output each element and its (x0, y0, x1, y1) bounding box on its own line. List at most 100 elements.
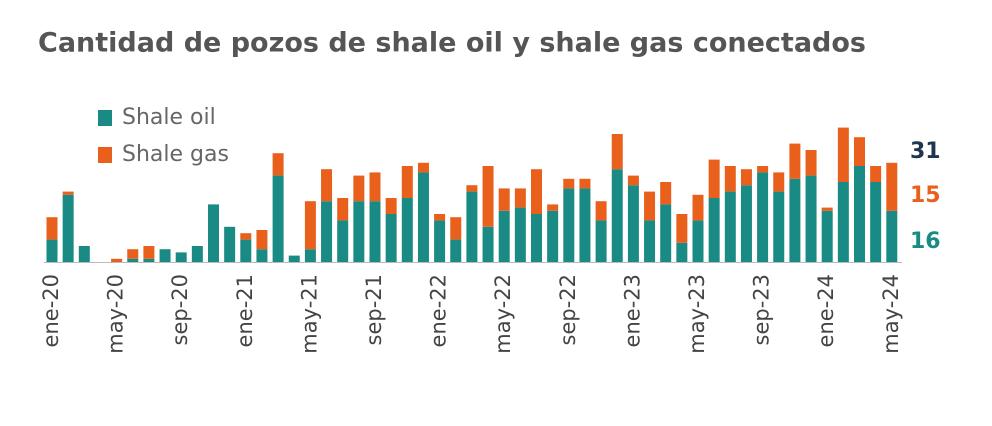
bar-segment (692, 220, 704, 262)
bar-segment (692, 194, 704, 221)
x-tick-label: sep-23 (750, 274, 774, 346)
bar-segment (660, 182, 672, 205)
x-tick-label: may-21 (297, 274, 321, 354)
bar-segment (740, 185, 752, 262)
bar-segment (805, 175, 817, 262)
bar-segment (46, 239, 58, 262)
x-tick-label: may-24 (879, 274, 903, 354)
bar-segment (46, 217, 58, 240)
bar-segment (708, 198, 720, 262)
bar-segment (450, 217, 462, 240)
bar-segment (870, 166, 882, 182)
total-label: 31 (910, 139, 941, 164)
bar-segment (789, 143, 801, 179)
bar-segment (385, 198, 397, 214)
bar-segment (353, 201, 365, 262)
bar-segment (740, 169, 752, 186)
bar-segment (240, 239, 252, 262)
x-tick-label: sep-21 (362, 274, 386, 346)
x-tick-label: may-23 (685, 274, 709, 354)
bar-segment (805, 150, 817, 176)
bar-segment (191, 246, 203, 262)
bar-segment (256, 230, 268, 250)
bar-segment (401, 198, 413, 262)
x-tick-label: sep-22 (556, 274, 580, 346)
bar-segment (111, 258, 123, 262)
bar-segment (789, 178, 801, 262)
bar-segment (127, 258, 139, 262)
x-tick-label: sep-20 (168, 274, 192, 346)
bar-segment (62, 191, 74, 195)
bar-segment (304, 249, 316, 262)
bar-segment (676, 242, 688, 262)
bar-segment (482, 166, 494, 227)
bar-segment (724, 166, 736, 192)
x-tick-label: ene-21 (233, 274, 257, 347)
bar-segment (773, 191, 785, 262)
bar-segment (417, 162, 429, 173)
legend-label: Shale gas (122, 142, 229, 167)
bar-segment (854, 137, 865, 166)
bar-segment (886, 210, 898, 262)
end-label: 16 (910, 229, 941, 254)
bar-segment (579, 188, 591, 262)
bar-segment (886, 162, 898, 211)
bar-segment (724, 191, 736, 262)
bar-segment (159, 249, 171, 262)
bar-segment (676, 214, 688, 243)
x-tick-label: may-20 (104, 274, 128, 354)
bar-segment (353, 175, 365, 202)
bar-segment (208, 204, 219, 262)
bar-segment (757, 172, 769, 262)
bar-segment (870, 182, 882, 262)
chart-title: Cantidad de pozos de shale oil y shale g… (38, 28, 866, 59)
bar-segment (821, 210, 833, 262)
bar-segment (369, 201, 381, 262)
bar-segment (595, 201, 607, 221)
x-tick-label: ene-20 (39, 274, 63, 347)
bar-segment (498, 210, 510, 262)
bar-segment (563, 178, 575, 189)
bar-segment (854, 166, 865, 262)
bar-segment (514, 188, 526, 208)
bar-segment (321, 169, 333, 202)
bar-segment (417, 172, 429, 262)
bar-segment (757, 166, 769, 173)
legend-label: Shale oil (122, 105, 216, 130)
bar-segment (224, 226, 236, 262)
end-label: 15 (910, 183, 941, 208)
bar-segment (434, 214, 446, 221)
bar-segment (385, 214, 397, 262)
x-tick-label: ene-23 (620, 274, 644, 347)
bar-segment (563, 188, 575, 262)
x-tick-label: ene-24 (814, 274, 838, 347)
bar-segment (321, 201, 333, 262)
bar-segment (401, 166, 413, 198)
x-tick-label: may-22 (491, 274, 515, 354)
bar-segment (337, 198, 349, 221)
bar-segment (466, 191, 478, 262)
bar-segment (611, 169, 623, 262)
bar-segment (837, 127, 849, 182)
x-tick-label: ene-22 (427, 274, 451, 347)
bar-segment (498, 188, 510, 211)
bar-segment (531, 214, 542, 262)
bar-segment (240, 233, 252, 240)
bar-segment (78, 246, 90, 262)
bar-segment (304, 201, 316, 250)
bar-segment (514, 207, 526, 262)
bar-segment (627, 185, 639, 262)
bar-segment (369, 172, 381, 202)
bar-segment (660, 204, 672, 262)
legend-swatch (98, 147, 112, 163)
bar-segment (482, 226, 494, 262)
bar-segment (837, 182, 849, 262)
bar-segment (611, 134, 623, 170)
bar-segment (595, 220, 607, 262)
bar-segment (127, 249, 139, 259)
bar-segment (821, 207, 833, 211)
bar-segment (466, 185, 478, 192)
bar-segment (272, 175, 284, 262)
bar-segment (644, 191, 656, 221)
